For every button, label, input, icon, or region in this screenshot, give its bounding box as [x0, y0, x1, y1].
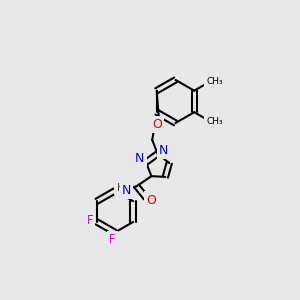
Text: H: H — [116, 183, 124, 193]
Text: CH₃: CH₃ — [206, 77, 223, 86]
Text: N: N — [159, 144, 169, 157]
Text: F: F — [110, 233, 116, 246]
Text: N: N — [135, 152, 145, 165]
Text: O: O — [146, 194, 156, 206]
Text: N: N — [122, 184, 131, 197]
Text: F: F — [87, 214, 93, 227]
Text: O: O — [152, 118, 162, 131]
Text: CH₃: CH₃ — [206, 117, 223, 126]
